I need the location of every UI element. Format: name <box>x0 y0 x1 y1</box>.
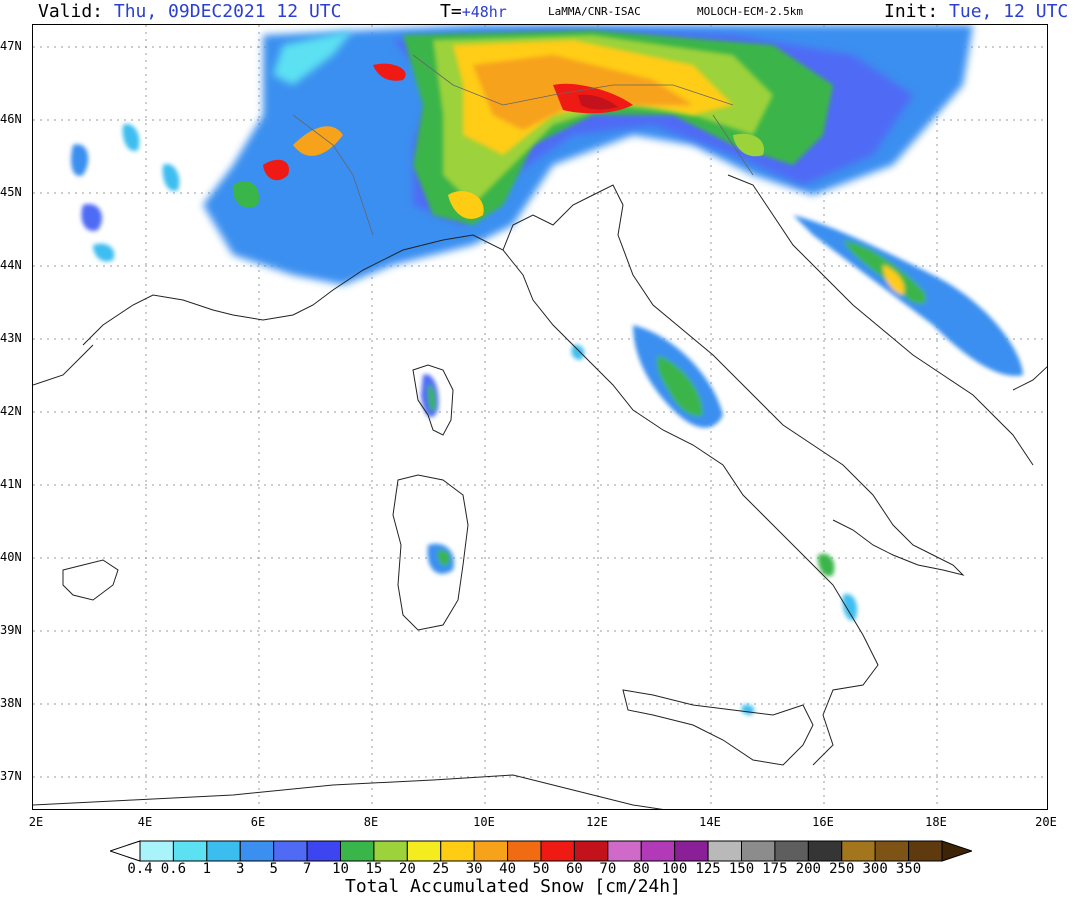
colorbar-title: Total Accumulated Snow [cm/24h] <box>345 876 681 897</box>
lat-label: 45N <box>0 185 22 199</box>
colorbar-box <box>273 840 308 862</box>
map-frame <box>32 24 1048 810</box>
lat-label: 46N <box>0 112 22 126</box>
colorbar-tick-label: 200 <box>795 861 821 877</box>
valid-time: Valid: Thu, 09DEC2021 12 UTC <box>38 0 341 24</box>
lon-label: 12E <box>586 815 608 829</box>
colorbar-tick-label: 100 <box>662 861 688 877</box>
colorbar-box <box>540 840 575 862</box>
lat-label: 43N <box>0 331 22 345</box>
colorbar-tick-label: 300 <box>862 861 888 877</box>
colorbar-box <box>874 840 910 862</box>
lon-label: 16E <box>812 815 834 829</box>
colorbar-box <box>440 840 475 862</box>
colorbar-tick-label: 20 <box>398 861 416 877</box>
lat-label: 44N <box>0 258 22 272</box>
colorbar-box <box>674 840 709 862</box>
lon-label: 20E <box>1035 815 1057 829</box>
colorbar-tick-label: 7 <box>302 861 312 877</box>
lat-label: 39N <box>0 623 22 637</box>
colorbar-box <box>340 840 375 862</box>
lat-label: 40N <box>0 550 22 564</box>
lon-label: 6E <box>250 815 266 829</box>
t-value: +48hr <box>461 3 507 21</box>
init-label: Init: <box>884 1 939 22</box>
colorbar-box <box>841 840 876 862</box>
colorbar-box <box>406 840 442 862</box>
colorbar-box <box>807 840 843 862</box>
snow-field-alps <box>203 25 973 285</box>
colorbar-box <box>306 840 341 862</box>
lon-label: 4E <box>137 815 153 829</box>
colorbar-box <box>239 840 275 862</box>
colorbar-box <box>373 840 408 862</box>
colorbar-tick-label: 0.4 <box>127 861 153 877</box>
init-time: Init: Tue, 12 UTC <box>884 0 1068 24</box>
colorbar-box <box>640 840 676 862</box>
forecast-step: T=+48hr <box>440 0 507 24</box>
lon-label: 14E <box>699 815 721 829</box>
colorbar-tick-label: 3 <box>236 861 245 877</box>
lat-label: 37N <box>0 769 22 783</box>
colorbar-box <box>206 840 241 862</box>
colorbar-box <box>473 840 509 862</box>
colorbar-tick-label: 250 <box>829 861 855 877</box>
colorbar-tick-label: 5 <box>269 861 278 877</box>
country-borders <box>292 54 754 236</box>
colorbar-tick-label: 0.6 <box>160 861 187 877</box>
colorbar-box <box>707 840 742 862</box>
coastlines <box>33 174 1047 809</box>
colorbar-tick-label: 80 <box>632 861 650 877</box>
snow-map <box>33 25 1047 809</box>
colorbar-tick-label: 40 <box>499 861 517 877</box>
colorbar-tick-label: 350 <box>895 861 922 877</box>
init-value: Tue, 12 UTC <box>949 1 1069 22</box>
lat-label: 42N <box>0 404 22 418</box>
colorbar <box>110 840 972 862</box>
lon-label: 2E <box>28 815 44 829</box>
snow-field-west <box>71 124 180 262</box>
colorbar-tick-label: 30 <box>465 861 483 877</box>
colorbar-tick-label: 10 <box>332 861 349 877</box>
lat-label: 41N <box>0 477 22 491</box>
colorbar-box <box>607 840 642 862</box>
snow-field-south <box>421 215 1023 715</box>
valid-label: Valid: <box>38 1 104 22</box>
colorbar-box <box>507 840 542 862</box>
valid-value: Thu, 09DEC2021 12 UTC <box>113 1 342 22</box>
colorbar-tick-label: 125 <box>695 861 721 877</box>
colorbar-tick-label: 175 <box>762 861 788 877</box>
t-label: T= <box>440 1 462 22</box>
lon-label: 10E <box>473 815 495 829</box>
colorbar-tick-label: 60 <box>565 861 583 877</box>
colorbar-tick-label: 70 <box>599 861 617 877</box>
colorbar-tick-label: 15 <box>365 861 383 877</box>
colorbar-tick-label: 1 <box>202 861 212 877</box>
institution-label: LaMMA/CNR-ISAC <box>548 5 641 18</box>
colorbar-box <box>741 840 776 862</box>
colorbar-box <box>139 840 174 862</box>
lat-label: 47N <box>0 39 22 53</box>
colorbar-tick-label: 25 <box>432 861 450 877</box>
lon-label: 8E <box>363 815 379 829</box>
colorbar-box <box>774 840 809 862</box>
colorbar-tick-label: 150 <box>728 861 755 877</box>
colorbar-box <box>573 840 609 862</box>
lat-label: 38N <box>0 696 22 710</box>
colorbar-arrow-low <box>110 840 141 862</box>
colorbar-tick-label: 50 <box>532 861 550 877</box>
colorbar-arrow-high <box>941 840 972 862</box>
colorbar-box <box>172 840 208 862</box>
model-label: MOLOCH-ECM-2.5km <box>697 5 803 18</box>
colorbar-box <box>908 840 943 862</box>
lon-label: 18E <box>925 815 947 829</box>
